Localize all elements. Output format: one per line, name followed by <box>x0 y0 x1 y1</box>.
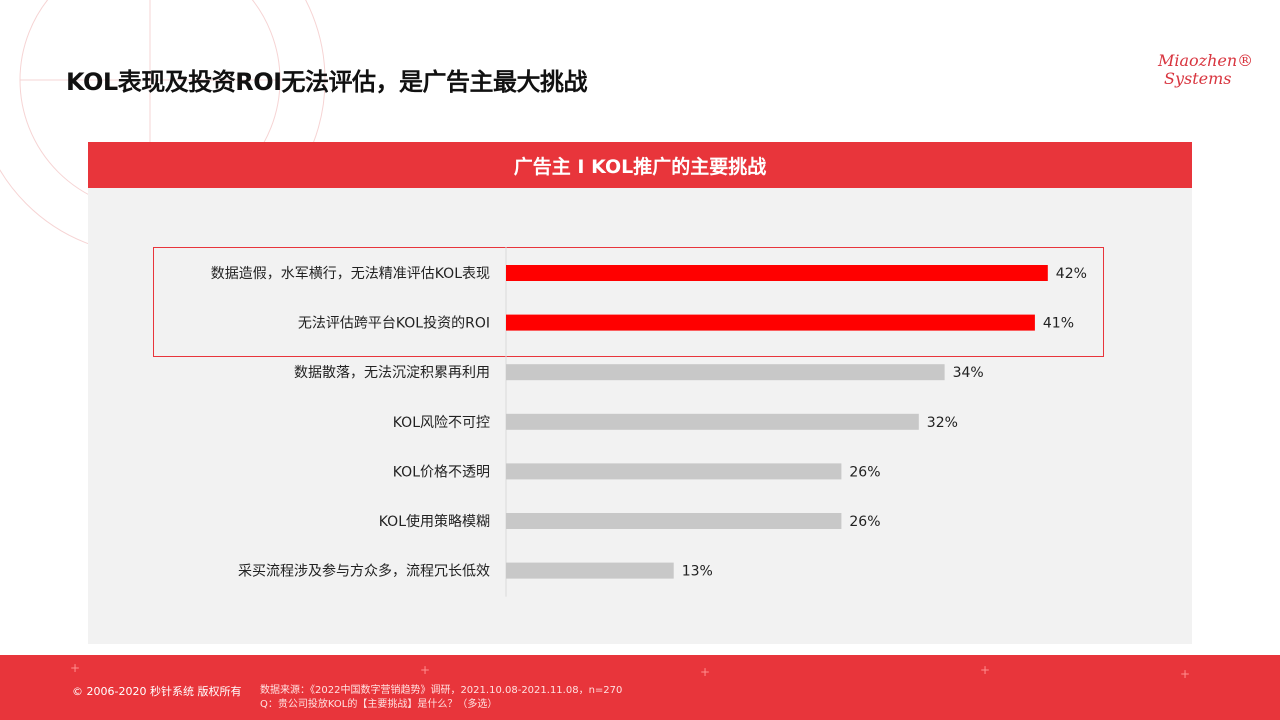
bar <box>506 413 919 430</box>
logo-line-1: Miaozhen® <box>1158 51 1254 70</box>
bar <box>506 463 842 480</box>
decor-plus: + <box>700 665 711 679</box>
page-title: KOL表现及投资ROI无法评估，是广告主最大挑战 <box>66 68 588 96</box>
bar <box>506 265 1048 281</box>
category-label: 无法评估跨平台KOL投资的ROI <box>298 316 490 332</box>
category-label: 采买流程涉及参与方众多，流程冗长低效 <box>238 563 490 580</box>
bar <box>506 513 842 529</box>
category-label: KOL价格不透明 <box>393 464 490 480</box>
bar-chart: 数据造假，水军横行，无法精准评估KOL表现 42% 无法评估跨平台KOL投资的ROI… <box>211 247 1087 597</box>
chart-panel: 广告主 I KOL推广的主要挑战 数据造假，水军横行，无法精准评估KOL表现 42… <box>88 142 1192 644</box>
source-note: 数据来源：《2022中国数字营销趋势》调研，2021.10.08-2021.11… <box>260 684 622 712</box>
decor-plus: + <box>420 663 431 677</box>
decor-plus: + <box>980 663 991 677</box>
category-label: KOL风险不可控 <box>393 415 490 431</box>
bar <box>506 364 945 381</box>
category-label: 数据散落，无法沉淀积累再利用 <box>294 365 490 381</box>
logo-line-2: Systems <box>1164 69 1232 88</box>
category-label: 数据造假，水军横行，无法精准评估KOL表现 <box>211 266 490 282</box>
value-label: 42% <box>1056 266 1087 282</box>
value-label: 13% <box>682 564 713 580</box>
source-line-2: Q：贵公司投放KOL的【主要挑战】是什么？（多选） <box>260 699 498 710</box>
value-label: 26% <box>849 514 880 530</box>
value-label: 32% <box>927 415 958 431</box>
highlight-box <box>153 247 1104 357</box>
value-label: 41% <box>1043 316 1074 332</box>
footer-bar: + + + + + © 2006-2020 秒针系统 版权所有 数据来源：《20… <box>0 655 1280 720</box>
bar <box>506 562 674 579</box>
value-label: 26% <box>849 464 880 480</box>
source-line-1: 数据来源：《2022中国数字营销趋势》调研，2021.10.08-2021.11… <box>260 685 623 696</box>
brand-logo: Miaozhen® Systems <box>1158 52 1253 88</box>
panel-header: 广告主 I KOL推广的主要挑战 <box>88 142 1192 188</box>
category-label: KOL使用策略模糊 <box>379 513 490 530</box>
copyright-text: © 2006-2020 秒针系统 版权所有 <box>72 685 242 698</box>
decor-plus: + <box>70 661 81 675</box>
value-label: 34% <box>953 365 984 381</box>
bar <box>506 314 1035 331</box>
decor-plus: + <box>1180 667 1191 681</box>
